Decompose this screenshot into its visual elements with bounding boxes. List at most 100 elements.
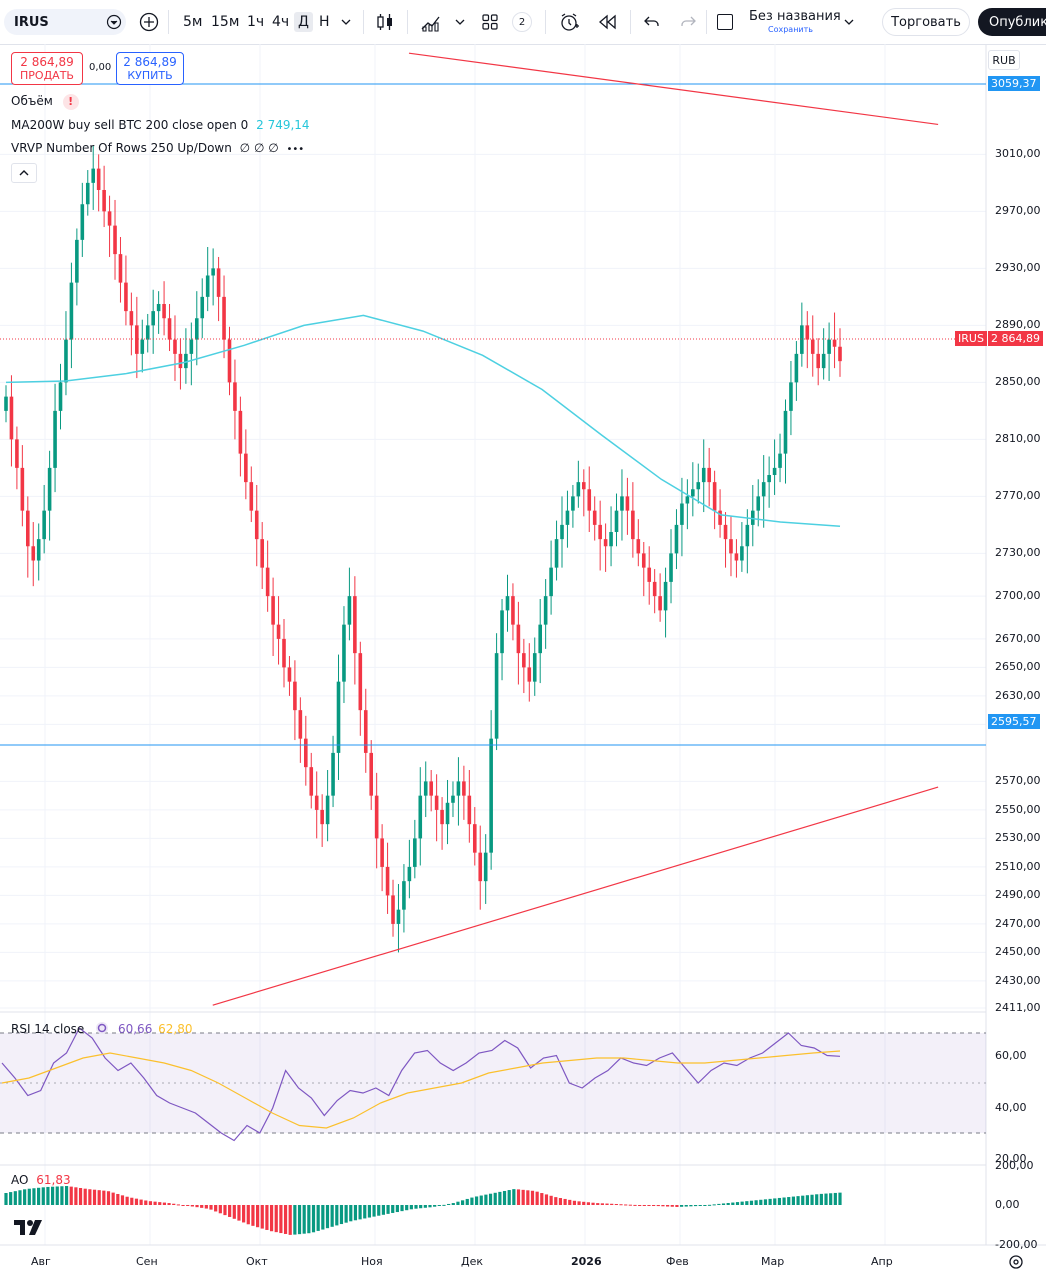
ao-bar (433, 1205, 437, 1207)
candle-body (42, 510, 46, 540)
ao-bar (167, 1203, 171, 1205)
layout-grid-icon[interactable] (481, 13, 499, 31)
ao-bar (37, 1187, 41, 1205)
layout-save-link[interactable]: Сохранить (768, 25, 813, 34)
ao-bar (670, 1205, 674, 1207)
candle-body (167, 318, 172, 340)
indicators-more-icon[interactable] (454, 17, 466, 27)
toolbar-separator (706, 10, 707, 34)
ao-bar (563, 1198, 567, 1205)
chart-settings-icon[interactable] (1008, 1254, 1024, 1270)
symbol-menu-icon[interactable] (106, 14, 122, 30)
ao-bar (423, 1205, 427, 1208)
ma-legend[interactable]: MA200W buy sell BTC 200 close open 0 2 7… (11, 118, 310, 132)
candle-body (36, 539, 41, 561)
legend-collapse-button[interactable] (11, 163, 37, 183)
volume-warning-icon[interactable]: ! (62, 94, 79, 110)
tab-daily[interactable]: Д (294, 0, 313, 44)
layout-title[interactable]: Без названия (749, 9, 841, 24)
ao-bar (684, 1205, 688, 1207)
publish-button[interactable]: Опублико (978, 8, 1046, 36)
candle-type-icon[interactable] (375, 12, 395, 32)
tab-15m[interactable]: 15м (211, 14, 240, 30)
ao-bar (768, 1198, 772, 1205)
ao-bar (600, 1203, 604, 1205)
sell-button[interactable]: 2 864,89 ПРОДАТЬ (11, 52, 83, 85)
ao-bar (712, 1204, 716, 1206)
ao-bar (111, 1192, 115, 1205)
candle-body (391, 895, 395, 924)
candle-body (75, 239, 79, 283)
symbol-search[interactable]: IRUS (4, 9, 126, 35)
alert-icon[interactable] (558, 11, 580, 33)
candle-body (794, 353, 799, 383)
candle-body (102, 189, 106, 212)
replay-icon[interactable] (597, 13, 617, 31)
toolbar-separator (407, 10, 408, 34)
candle-body (369, 752, 374, 796)
ao-bar (88, 1189, 92, 1205)
ao-bar (353, 1205, 358, 1221)
ao-bar (255, 1205, 260, 1228)
ao-bar (32, 1188, 36, 1205)
ao-bar (558, 1198, 563, 1205)
candle-body (151, 311, 155, 326)
vrvp-more-icon[interactable]: ••• (286, 144, 305, 155)
redo-icon[interactable] (679, 13, 697, 31)
timeframe-more-icon[interactable] (340, 17, 352, 27)
buy-button[interactable]: 2 864,89 КУПИТЬ (116, 52, 184, 85)
vrvp-values: ∅ ∅ ∅ (239, 141, 279, 155)
layout-checkbox-icon[interactable] (717, 14, 733, 30)
candle-body (4, 396, 8, 411)
ao-bar (18, 1190, 22, 1205)
vrvp-legend[interactable]: VRVP Number Of Rows 250 Up/Down ∅ ∅ ∅ ••… (11, 141, 304, 155)
tab-weekly[interactable]: Н (319, 14, 330, 30)
ao-bar (344, 1205, 348, 1223)
tab-5m[interactable]: 5м (183, 14, 203, 30)
ao-bar (232, 1205, 236, 1219)
trade-button[interactable]: Торговать (882, 8, 970, 36)
candle-body (734, 553, 739, 561)
candle-body (156, 303, 161, 312)
candle-body (527, 667, 532, 682)
volume-legend[interactable]: Объём ! (11, 94, 79, 110)
candle-body (614, 510, 619, 533)
ao-bar (666, 1205, 670, 1207)
candle-body (696, 482, 701, 490)
candle-body (53, 410, 57, 468)
ao-bar (358, 1205, 362, 1220)
ao-bar (27, 1188, 31, 1205)
candle-body (227, 339, 232, 383)
compare-add-icon[interactable] (139, 12, 159, 32)
price-axis-label: 2890,00 (995, 318, 1041, 332)
ao-bar (349, 1205, 353, 1222)
candle-body (385, 866, 390, 896)
sell-price: 2 864,89 (20, 55, 74, 69)
ma-value: 2 749,14 (256, 118, 310, 132)
candle-body (304, 738, 308, 768)
ao-bar (488, 1193, 493, 1205)
candle-body (402, 881, 406, 910)
undo-icon[interactable] (643, 13, 661, 31)
rsi-legend[interactable]: RSI 14 close 60,66 62,80 (11, 1021, 193, 1036)
candle-body (516, 624, 521, 654)
ao-label: AO (11, 1173, 29, 1187)
indicators-icon[interactable] (420, 11, 442, 33)
tab-1h[interactable]: 1ч (247, 14, 265, 30)
price-chart[interactable] (0, 44, 1046, 1280)
rsi-settings-icon[interactable] (94, 1021, 110, 1035)
layout-count-badge[interactable]: 2 (512, 12, 532, 32)
ao-bar (172, 1203, 176, 1205)
ao-bar (228, 1205, 232, 1217)
ao-bar (642, 1205, 646, 1206)
trendline (408, 52, 939, 126)
ao-bar (102, 1190, 106, 1205)
candle-body (778, 453, 782, 468)
price-axis-label: 2850,00 (995, 375, 1041, 389)
ao-legend[interactable]: AO 61,83 (11, 1173, 71, 1187)
layout-menu-icon[interactable] (843, 17, 855, 27)
ao-bar (721, 1203, 726, 1205)
price-axis-label: 3010,00 (995, 147, 1041, 161)
tab-4h[interactable]: 4ч (272, 14, 290, 30)
currency-selector[interactable]: RUB (988, 50, 1020, 70)
